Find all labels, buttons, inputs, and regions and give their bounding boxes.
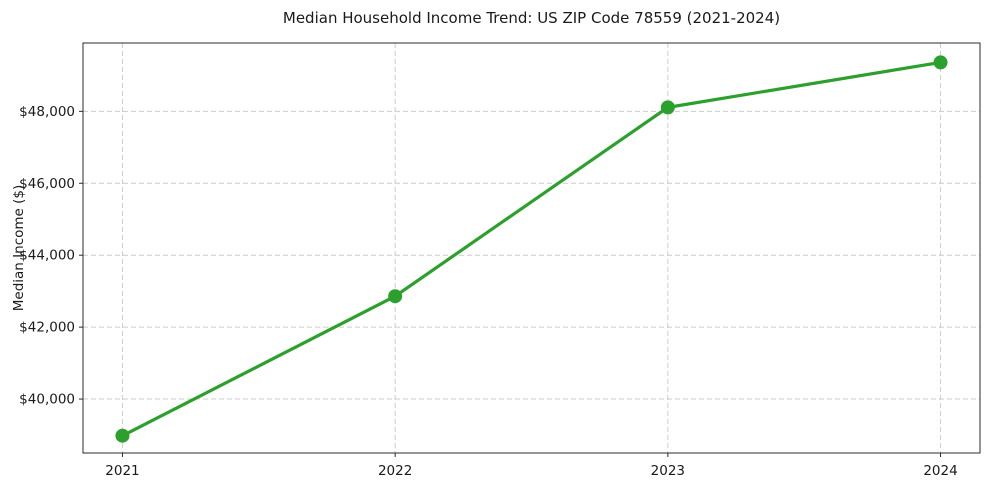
y-tick-label: $44,000 [19,248,75,264]
x-tick-label: 2024 [923,463,957,479]
plot-border [82,42,981,454]
data-point-marker [388,289,403,304]
y-tick-label: $40,000 [19,392,75,408]
y-tick-label: $46,000 [19,176,75,192]
x-tick-label: 2022 [378,463,412,479]
trend-line [120,60,943,438]
data-point-marker [115,428,130,443]
data-point-marker [660,100,675,115]
y-tick-label: $48,000 [19,104,75,120]
x-tick-label: 2023 [651,463,685,479]
y-tick-label: $42,000 [19,320,75,336]
data-point-marker [933,55,948,70]
chart-title: Median Household Income Trend: US ZIP Co… [282,9,781,27]
x-tick-label: 2021 [105,463,139,479]
